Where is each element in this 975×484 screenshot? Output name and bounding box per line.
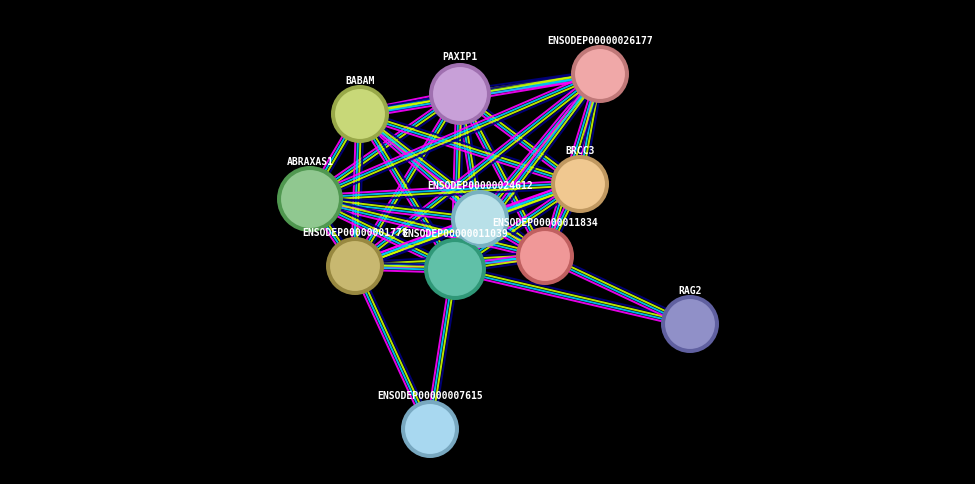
Circle shape <box>280 169 340 229</box>
Circle shape <box>432 66 488 122</box>
Circle shape <box>334 88 386 140</box>
Text: PAXIP1: PAXIP1 <box>443 52 478 62</box>
Text: ENSODEP00000011039: ENSODEP00000011039 <box>402 229 508 239</box>
Circle shape <box>551 155 609 213</box>
Text: BABAM: BABAM <box>345 76 374 86</box>
Circle shape <box>664 298 716 350</box>
Text: ENSODEP00000011834: ENSODEP00000011834 <box>492 218 598 228</box>
Circle shape <box>331 85 389 143</box>
Circle shape <box>661 295 719 353</box>
Text: ABRAXAS1: ABRAXAS1 <box>287 157 333 167</box>
Circle shape <box>277 166 343 232</box>
Circle shape <box>516 227 574 285</box>
Text: BRCC3: BRCC3 <box>566 146 595 156</box>
Text: ENSODEP00000026177: ENSODEP00000026177 <box>547 36 653 46</box>
Circle shape <box>427 241 483 297</box>
Text: RAG2: RAG2 <box>679 286 702 296</box>
Circle shape <box>424 238 486 300</box>
Circle shape <box>574 48 626 100</box>
Circle shape <box>429 63 491 125</box>
Text: ENSODEP00000007615: ENSODEP00000007615 <box>377 391 483 401</box>
Circle shape <box>519 230 571 282</box>
Text: ENSODEP00000001778: ENSODEP00000001778 <box>302 228 408 238</box>
Text: ENSODEP00000024612: ENSODEP00000024612 <box>427 181 533 191</box>
Circle shape <box>401 400 459 458</box>
Circle shape <box>326 237 384 295</box>
Circle shape <box>554 158 606 210</box>
Circle shape <box>454 193 506 245</box>
Circle shape <box>571 45 629 103</box>
Circle shape <box>404 403 456 455</box>
Circle shape <box>329 240 381 292</box>
Circle shape <box>451 190 509 248</box>
